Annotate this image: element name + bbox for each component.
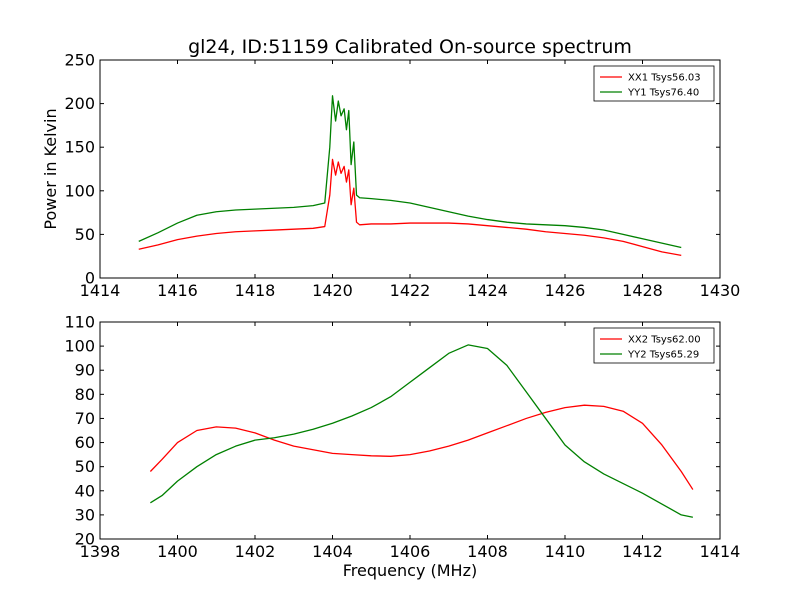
x-tick-label: 1404 [312, 542, 353, 561]
y-tick-label: 80 [75, 385, 95, 404]
chart-panel-2: 1398 1400 1402 1404 1406 1408 1410 1412 1414 20 30… [64, 313, 740, 581]
y-tick-label: 40 [75, 481, 95, 500]
legend: XX1 Tsys56.03 YY1 Tsys76.40 [593, 65, 715, 102]
y-tick-label: 250 [64, 51, 95, 70]
y-tick-label: 150 [64, 138, 95, 157]
x-axis-label: Frequency (MHz) [343, 561, 477, 580]
x-tick-label: 1412 [622, 542, 663, 561]
chart-title: gl24, ID:51159 Calibrated On-source spec… [188, 36, 632, 58]
y-tick-label: 90 [75, 361, 95, 380]
x-tick-label: 1398 [80, 542, 121, 561]
legend-label: YY1 Tsys76.40 [627, 88, 699, 99]
y-axis-label: Power in Kelvin [41, 108, 60, 229]
y-tick-label: 110 [64, 313, 95, 332]
legend-label: YY2 Tsys65.29 [627, 350, 699, 361]
y-tick-label: 200 [64, 94, 95, 113]
x-tick-label: 1410 [545, 542, 586, 561]
y-tick-label: 0 [85, 269, 95, 288]
x-tick-label: 1426 [545, 281, 586, 300]
chart-panel-1: 1414 1416 1418 1420 1422 1424 1426 1428 1430 0 50 1… [41, 36, 740, 300]
x-tick-label: 1400 [157, 542, 198, 561]
x-tick-label: 1406 [390, 542, 431, 561]
x-tick-label: 1430 [700, 281, 741, 300]
x-tick-label: 1402 [235, 542, 276, 561]
y-tick-label: 30 [75, 505, 95, 524]
y-tick-label: 20 [75, 530, 95, 549]
x-tick-label: 1408 [467, 542, 508, 561]
y-tick-label: 60 [75, 433, 95, 452]
series-line-2-2 [150, 344, 694, 518]
x-tick-label: 1420 [312, 281, 353, 300]
legend-label: XX2 Tsys62.00 [628, 335, 701, 346]
y-tick-label: 50 [75, 225, 95, 244]
x-tick-label: 1416 [157, 281, 198, 300]
y-tick-label: 100 [64, 337, 95, 356]
legend-box [593, 65, 715, 102]
x-tick-label: 1428 [622, 281, 663, 300]
y-tick-label: 70 [75, 409, 95, 428]
x-tick-label: 1422 [390, 281, 431, 300]
x-tick-label: 1414 [700, 542, 741, 561]
x-tick-label: 1424 [467, 281, 508, 300]
legend-label: XX1 Tsys56.03 [628, 73, 701, 84]
legend: XX2 Tsys62.00 YY2 Tsys65.29 [593, 327, 715, 364]
series-line-1-1 [138, 158, 682, 256]
y-tick-label: 50 [75, 457, 95, 476]
x-tick-label: 1414 [80, 281, 121, 300]
series-line-2-1 [149, 404, 694, 490]
legend-box [593, 327, 715, 364]
series-line-1-2 [138, 95, 682, 249]
y-tick-label: 100 [64, 181, 95, 200]
x-tick-label: 1418 [235, 281, 276, 300]
